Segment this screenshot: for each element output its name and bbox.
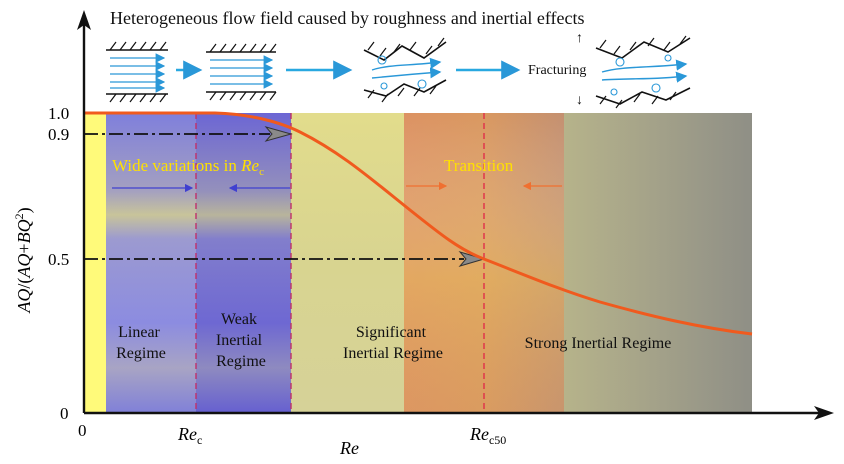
regime-label-weak-inertial: Weak Inertial Regime xyxy=(216,311,266,370)
ratio-curve xyxy=(84,111,753,336)
schematic-linear xyxy=(106,41,168,103)
wide-variations-annotation: Wide variations in Rec xyxy=(112,156,264,178)
y-axis-label: AQ/(AQ+BQ2) xyxy=(12,207,35,313)
dashed-markers xyxy=(195,113,485,413)
schematic-weak-inertial xyxy=(206,43,277,101)
ref-arrowhead-0-9 xyxy=(264,126,293,142)
yellow-band xyxy=(84,113,106,413)
x-rec50-label: Rec50 xyxy=(469,424,506,447)
transition-annotation: Transition xyxy=(444,156,514,175)
x-origin-label: 0 xyxy=(78,421,87,440)
fracturing-label: Fracturing xyxy=(528,63,586,78)
y-tick-0: 0 xyxy=(60,404,69,423)
schematic-strong-inertial xyxy=(595,35,691,109)
fracturing-down-arrow: ↓ xyxy=(576,93,583,108)
reference-lines xyxy=(84,126,486,267)
y-tick-0-9: 0.9 xyxy=(48,125,69,144)
y-tick-1-0: 1.0 xyxy=(48,104,69,123)
regime-label-significant-inertial: Significant Inertial Regime xyxy=(343,324,443,362)
regime-label-linear: Linear Regime xyxy=(116,324,166,362)
x-axis-label: Re xyxy=(339,438,359,458)
linear-regime-band xyxy=(106,113,196,413)
axes xyxy=(77,10,834,420)
y-axis-arrowhead xyxy=(77,10,91,30)
flow-schematics: Fracturing ↑ ↓ xyxy=(106,31,691,109)
significant-inertial-band xyxy=(291,113,404,413)
strong-inertial-band xyxy=(564,113,752,413)
weak-inertial-band xyxy=(196,113,291,413)
x-axis-arrowhead xyxy=(814,406,834,420)
x-rec-label: Rec xyxy=(177,424,202,447)
figure-title: Heterogeneous flow field caused by rough… xyxy=(110,8,585,28)
y-tick-0-5: 0.5 xyxy=(48,250,69,269)
fracturing-up-arrow: ↑ xyxy=(576,31,583,46)
schematic-significant-inertial xyxy=(363,37,447,103)
regime-label-strong-inertial: Strong Inertial Regime xyxy=(525,335,672,352)
